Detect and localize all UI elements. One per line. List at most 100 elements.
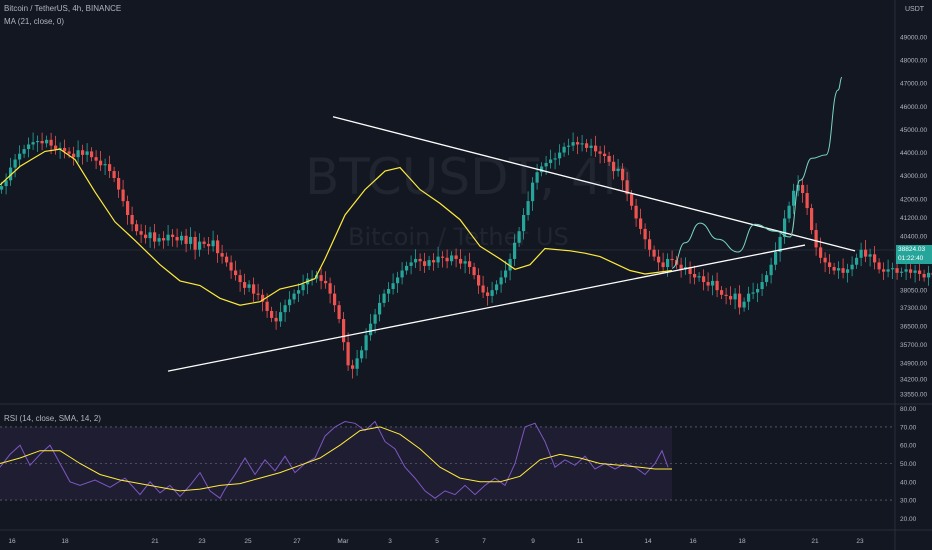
candle-body — [315, 275, 319, 279]
candle-body — [157, 238, 161, 242]
candle-body — [333, 293, 337, 306]
candle-body — [657, 256, 661, 263]
candle-body — [342, 319, 346, 343]
candle-body — [139, 231, 143, 235]
time-tick-label: Mar — [337, 538, 349, 545]
candle-body — [225, 256, 229, 263]
candle-body — [472, 267, 476, 276]
candle-body — [94, 157, 98, 161]
candle-body — [360, 350, 364, 359]
candle-body — [121, 189, 125, 202]
time-tick-label: 3 — [388, 538, 392, 545]
ma-legend[interactable]: MA (21, close, 0) — [4, 17, 65, 26]
candle-body — [823, 257, 827, 263]
candle-body — [522, 215, 526, 232]
candle-body — [445, 257, 449, 262]
candlestick-series — [0, 132, 932, 379]
candle-body — [468, 261, 472, 268]
candle-body — [486, 292, 490, 296]
candle-body — [301, 284, 305, 291]
upper-trendline — [332, 116, 856, 252]
candle-body — [796, 184, 800, 191]
candle-body — [4, 180, 8, 187]
price-tick-label: 38050.00 — [900, 288, 927, 295]
time-tick-label: 21 — [151, 538, 159, 545]
candle-body — [855, 257, 859, 265]
candle-body — [378, 302, 382, 315]
candle-body — [481, 285, 485, 293]
candle-body — [877, 262, 881, 270]
candle-body — [639, 218, 643, 229]
candle-body — [346, 342, 350, 366]
candle-body — [13, 159, 17, 168]
candle-body — [198, 241, 202, 250]
candle-body — [99, 160, 103, 166]
candle-body — [517, 231, 521, 243]
candle-body — [886, 269, 890, 272]
candle-body — [9, 167, 13, 181]
candle-body — [279, 312, 283, 322]
last-price-value: 38824.03 — [898, 246, 926, 253]
candle-body — [531, 182, 535, 202]
candle-body — [540, 166, 544, 173]
candle-body — [126, 201, 130, 215]
candle-body — [738, 293, 742, 308]
candle-body — [562, 146, 566, 153]
time-tick-label: 27 — [293, 538, 301, 545]
candle-body — [400, 270, 404, 278]
price-tick-label: 41200.00 — [900, 215, 927, 222]
candle-body — [144, 234, 148, 239]
candle-body — [490, 290, 494, 296]
candle-body — [463, 261, 467, 264]
candle-body — [832, 267, 836, 271]
candle-body — [787, 205, 791, 219]
candle-body — [283, 305, 287, 313]
bar-countdown: 01:22:40 — [898, 255, 924, 262]
candle-body — [328, 283, 332, 294]
candle-body — [288, 299, 292, 306]
price-tick-label: 44000.00 — [900, 150, 927, 157]
candle-body — [148, 232, 152, 239]
candle-body — [441, 256, 445, 258]
candle-body — [319, 275, 323, 281]
candle-body — [409, 262, 413, 266]
candle-body — [220, 253, 224, 257]
candle-body — [720, 290, 724, 295]
candle-body — [769, 264, 773, 276]
candle-body — [724, 294, 728, 296]
candle-body — [22, 149, 26, 154]
candle-body — [706, 282, 710, 286]
candle-body — [891, 268, 895, 270]
candle-body — [180, 235, 184, 241]
candle-body — [603, 153, 607, 157]
candle-body — [103, 164, 107, 166]
candle-body — [810, 208, 814, 231]
candle-body — [913, 270, 917, 273]
candle-body — [882, 269, 886, 272]
candle-body — [495, 284, 499, 291]
rsi-legend[interactable]: RSI (14, close, SMA, 14, 2) — [4, 414, 101, 423]
price-tick-label: 40400.00 — [900, 233, 927, 240]
candle-body — [900, 271, 904, 273]
projection-path — [671, 76, 843, 269]
candle-body — [252, 284, 256, 294]
price-tick-label: 37300.00 — [900, 305, 927, 312]
ticker-watermark: BTCUSDT, 4h — [305, 148, 635, 206]
candle-body — [364, 335, 368, 351]
candle-body — [274, 317, 278, 322]
candle-body — [90, 151, 94, 158]
candle-body — [153, 232, 157, 242]
candle-body — [117, 178, 121, 190]
candle-body — [648, 239, 652, 250]
symbol-legend[interactable]: Bitcoin / TetherUS, 4h, BINANCE — [4, 4, 122, 13]
candle-body — [54, 145, 58, 150]
candle-body — [36, 141, 40, 143]
price-tick-label: 46000.00 — [900, 104, 927, 111]
candle-body — [193, 236, 197, 250]
candle-body — [414, 258, 418, 263]
candle-body — [373, 314, 377, 324]
candle-body — [229, 262, 233, 271]
candle-body — [918, 270, 922, 274]
